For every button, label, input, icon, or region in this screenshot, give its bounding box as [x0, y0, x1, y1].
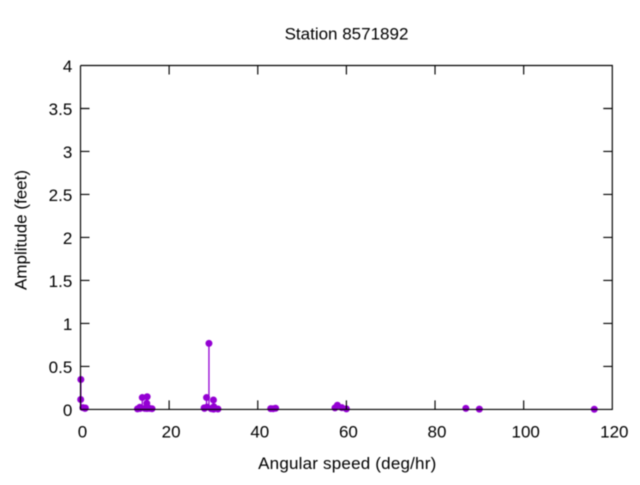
svg-text:1.5: 1.5 [49, 272, 73, 291]
svg-text:80: 80 [428, 422, 447, 441]
svg-text:1: 1 [63, 315, 72, 334]
svg-text:3.5: 3.5 [49, 100, 73, 119]
svg-text:3: 3 [63, 143, 72, 162]
svg-text:0.5: 0.5 [49, 358, 73, 377]
svg-text:120: 120 [600, 422, 628, 441]
svg-text:0: 0 [63, 401, 72, 420]
svg-text:100: 100 [512, 422, 540, 441]
svg-text:4: 4 [63, 57, 72, 76]
svg-text:60: 60 [339, 422, 358, 441]
svg-text:Station 8571892: Station 8571892 [285, 25, 409, 44]
svg-text:20: 20 [162, 422, 181, 441]
svg-text:2: 2 [63, 229, 72, 248]
svg-text:Amplitude (feet): Amplitude (feet) [11, 170, 30, 290]
svg-text:40: 40 [250, 422, 269, 441]
svg-text:2.5: 2.5 [49, 186, 73, 205]
svg-text:Angular speed (deg/hr): Angular speed (deg/hr) [258, 454, 436, 473]
svg-text:0: 0 [78, 422, 87, 441]
